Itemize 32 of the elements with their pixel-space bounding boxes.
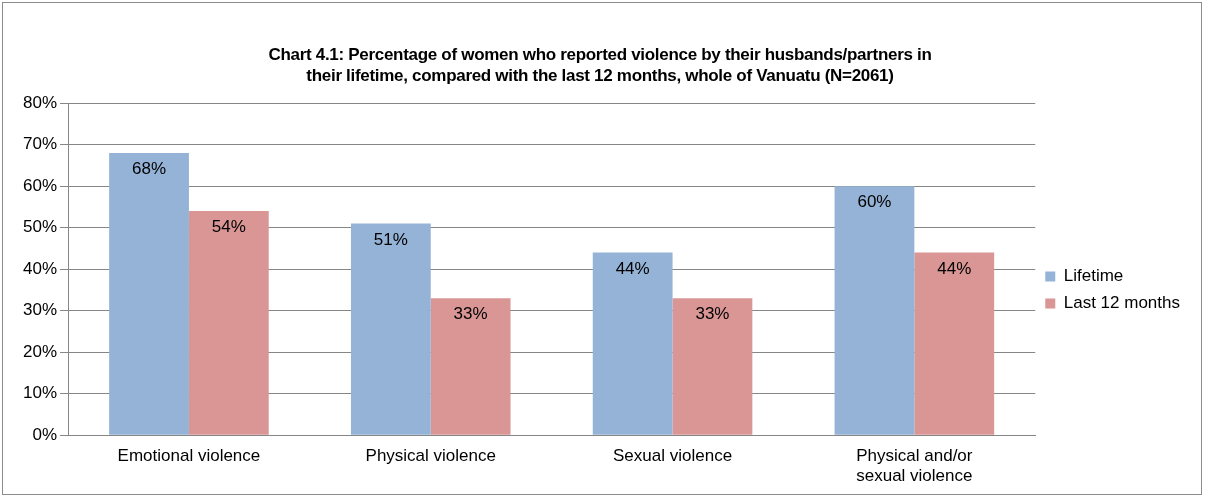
- bar: [592, 252, 673, 435]
- data-label: 60%: [857, 192, 892, 212]
- data-label: 54%: [211, 217, 246, 237]
- bar: [672, 298, 753, 435]
- data-label: 44%: [615, 258, 650, 278]
- legend-label: Lifetime: [1063, 266, 1124, 286]
- bar: [188, 211, 269, 435]
- y-tick-label: 20%: [22, 341, 58, 361]
- legend-label: Last 12 months: [1063, 293, 1181, 313]
- bar: [430, 298, 511, 435]
- x-tick-label: Physical and/or sexual violence: [856, 446, 973, 486]
- bar: [109, 153, 189, 435]
- x-tick-label: Physical violence: [365, 446, 496, 466]
- y-tick-label: 80%: [22, 92, 58, 112]
- chart-title: Chart 4.1: Percentage of women who reported violence by their husbands/partners in their lifetime, compared with the last 12 months, whole of Vanuatu (N=2061): [267, 44, 933, 86]
- y-tick-label: 50%: [22, 217, 58, 237]
- data-label: 44%: [937, 258, 972, 278]
- y-tick-label: 60%: [22, 175, 58, 195]
- bar: [914, 252, 995, 435]
- data-label: 68%: [132, 159, 167, 179]
- x-tick-label: Emotional violence: [117, 446, 261, 466]
- y-tick-label: 10%: [22, 383, 58, 403]
- y-tick-label: 70%: [22, 134, 58, 154]
- y-tick-label: 30%: [22, 300, 58, 320]
- x-tick-label: Sexual violence: [613, 446, 733, 466]
- data-label: 51%: [373, 229, 408, 249]
- bar: [350, 223, 431, 435]
- data-label: 33%: [695, 304, 730, 324]
- bar: [834, 186, 915, 435]
- data-label: 33%: [453, 304, 488, 324]
- y-tick-label: 40%: [22, 258, 58, 278]
- y-tick-label: 0%: [32, 424, 58, 444]
